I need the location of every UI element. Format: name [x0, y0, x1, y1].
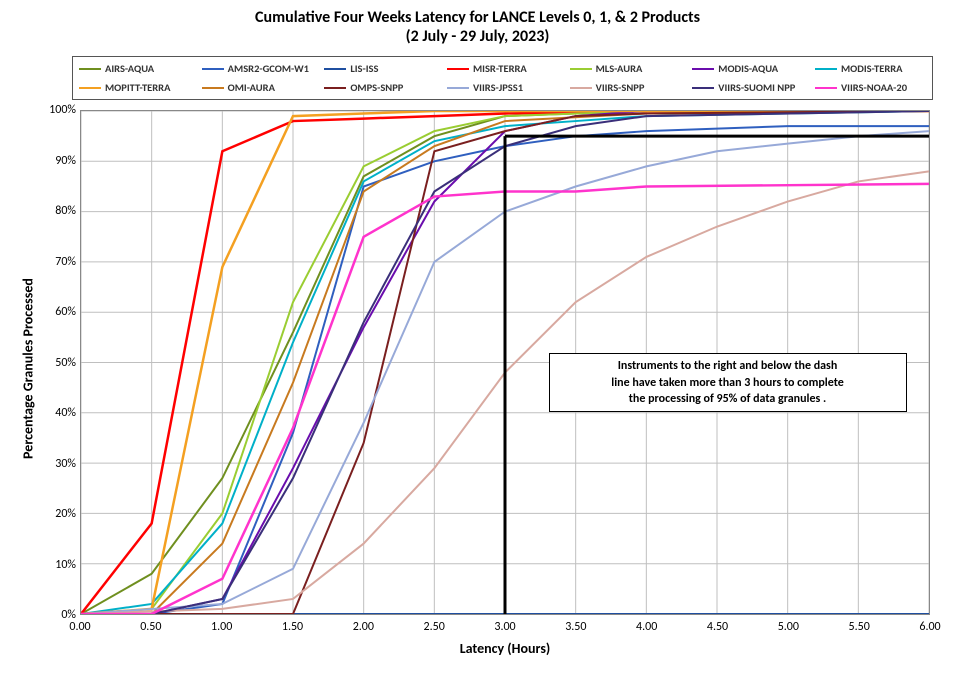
legend-label: MODIS-TERRA — [841, 62, 903, 75]
y-tick-label: 60% — [40, 305, 76, 319]
title-line2: (2 July - 29 July, 2023) — [0, 27, 955, 46]
legend-item: MOPITT-TERRA — [73, 78, 196, 97]
y-tick-label: 50% — [40, 356, 76, 370]
legend-item: MISR-TERRA — [441, 59, 564, 78]
annotation-line: Instruments to the right and below the d… — [558, 358, 898, 374]
legend-label: LIS-ISS — [350, 62, 378, 75]
x-tick-label: 6.00 — [919, 620, 940, 634]
legend-item: LIS-ISS — [318, 59, 441, 78]
legend-label: AIRS-AQUA — [105, 62, 154, 75]
x-tick-label: 1.50 — [282, 620, 303, 634]
legend-swatch — [324, 87, 346, 89]
x-tick-label: 5.50 — [849, 620, 870, 634]
legend-label: AMSR2-GCOM-W1 — [228, 62, 309, 75]
x-tick-label: 3.50 — [565, 620, 586, 634]
y-tick-label: 100% — [40, 103, 76, 117]
legend-label: VIIRS-NOAA-20 — [841, 81, 907, 94]
x-tick-label: 4.50 — [707, 620, 728, 634]
legend-item: OMPS-SNPP — [318, 78, 441, 97]
x-tick-label: 1.00 — [211, 620, 232, 634]
legend-label: MOPITT-TERRA — [105, 81, 170, 94]
legend: AIRS-AQUA AMSR2-GCOM-W1 LIS-ISS MISR-TERRA M… — [72, 56, 933, 100]
x-tick-label: 3.00 — [494, 620, 515, 634]
title-line1: Cumulative Four Weeks Latency for LANCE … — [0, 8, 955, 27]
x-tick-label: 2.00 — [353, 620, 374, 634]
x-tick-label: 2.50 — [424, 620, 445, 634]
legend-swatch — [692, 68, 714, 70]
x-axis-ticks: 0.000.501.001.502.002.503.003.504.004.50… — [80, 620, 930, 638]
annotation-line: the processing of 95% of data granules . — [558, 391, 898, 407]
legend-item: MODIS-TERRA — [809, 59, 932, 78]
legend-swatch — [570, 87, 592, 89]
legend-item: VIIRS-SUOMI NPP — [686, 78, 809, 97]
legend-swatch — [79, 87, 101, 89]
y-axis-ticks: 0%10%20%30%40%50%60%70%80%90%100% — [40, 110, 78, 615]
legend-swatch — [692, 87, 714, 89]
legend-item: AIRS-AQUA — [73, 59, 196, 78]
x-tick-label: 4.00 — [636, 620, 657, 634]
y-axis-label: Percentage Granules Processed — [20, 189, 37, 549]
legend-swatch — [202, 87, 224, 89]
legend-swatch — [570, 68, 592, 70]
legend-label: VIIRS-SUOMI NPP — [718, 81, 795, 94]
legend-swatch — [815, 68, 837, 70]
legend-item: VIIRS-NOAA-20 — [809, 78, 932, 97]
legend-label: MODIS-AQUA — [718, 62, 778, 75]
legend-item: MLS-AURA — [564, 59, 687, 78]
legend-label: MISR-TERRA — [473, 62, 527, 75]
legend-item: VIIRS-SNPP — [564, 78, 687, 97]
legend-swatch — [447, 87, 469, 89]
y-tick-label: 30% — [40, 457, 76, 471]
y-tick-label: 90% — [40, 154, 76, 168]
legend-swatch — [815, 87, 837, 89]
y-tick-label: 70% — [40, 255, 76, 269]
chart-title: Cumulative Four Weeks Latency for LANCE … — [0, 8, 955, 46]
x-tick-label: 0.50 — [140, 620, 161, 634]
legend-label: VIIRS-JPSS1 — [473, 81, 523, 94]
chart-container: Cumulative Four Weeks Latency for LANCE … — [0, 0, 955, 677]
legend-label: VIIRS-SNPP — [596, 81, 645, 94]
y-axis-label-container: Percentage Granules Processed — [18, 110, 38, 615]
legend-item: AMSR2-GCOM-W1 — [196, 59, 319, 78]
x-tick-label: 5.00 — [778, 620, 799, 634]
annotation-line: line have taken more than 3 hours to com… — [558, 375, 898, 391]
legend-label: MLS-AURA — [596, 62, 643, 75]
plot-area: Instruments to the right and below the d… — [80, 110, 930, 615]
y-tick-label: 20% — [40, 507, 76, 521]
legend-swatch — [202, 68, 224, 70]
x-tick-label: 0.00 — [69, 620, 90, 634]
legend-label: OMI-AURA — [228, 81, 275, 94]
y-tick-label: 40% — [40, 406, 76, 420]
annotation-box: Instruments to the right and below the d… — [549, 353, 907, 412]
y-tick-label: 80% — [40, 204, 76, 218]
legend-swatch — [324, 68, 346, 70]
legend-item: MODIS-AQUA — [686, 59, 809, 78]
x-axis-label: Latency (Hours) — [80, 640, 930, 657]
legend-label: OMPS-SNPP — [350, 81, 403, 94]
legend-item: VIIRS-JPSS1 — [441, 78, 564, 97]
legend-swatch — [79, 68, 101, 70]
legend-swatch — [447, 68, 469, 70]
legend-item: OMI-AURA — [196, 78, 319, 97]
y-tick-label: 10% — [40, 558, 76, 572]
